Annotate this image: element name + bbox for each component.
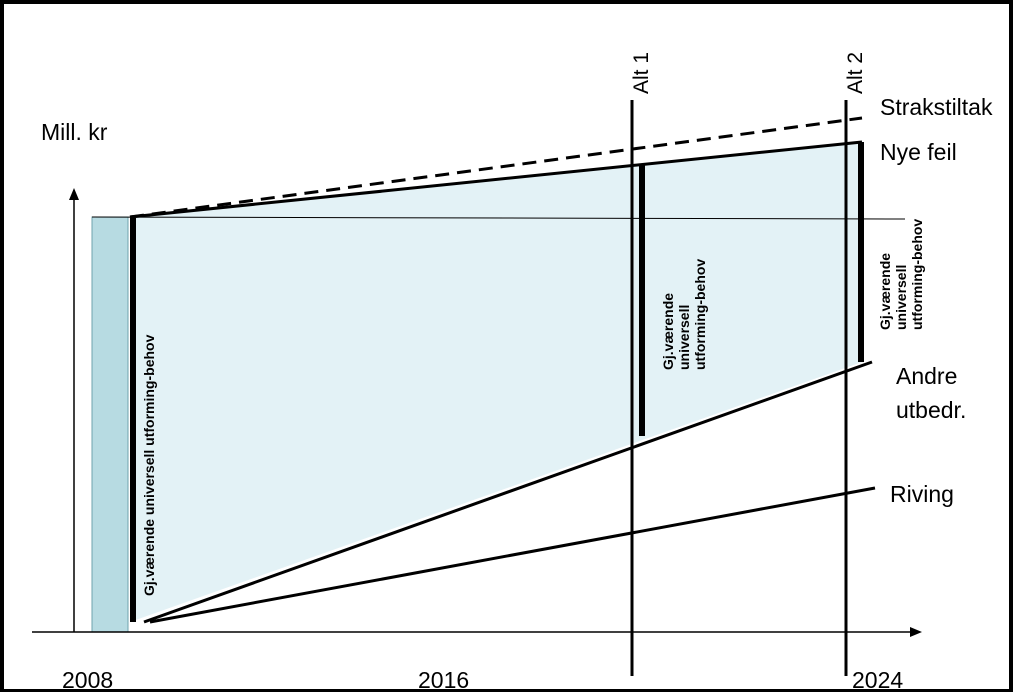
initial-need-bar — [91, 216, 129, 633]
need-label-right: Gj.værende universell utforming-behov — [877, 219, 925, 330]
y-axis-arrow-icon — [69, 188, 79, 200]
need-label-mid-line3: utforming-behov — [692, 259, 708, 370]
strakstiltak-label: Strakstiltak — [880, 94, 993, 120]
need-label-mid-line1: Gj.værende — [660, 293, 676, 370]
nye-feil-label: Nye feil — [880, 139, 957, 165]
initial-level-line — [91, 216, 906, 220]
need-label-mid: Gj.værende universell utforming-behov — [660, 259, 708, 370]
andre-utbedr-label-line1: Andre — [896, 363, 957, 389]
remaining-need-area — [130, 142, 862, 622]
riving-line — [149, 486, 876, 624]
need-label-right-line3: utforming-behov — [909, 219, 925, 330]
need-label-mid-line2: universell — [676, 305, 692, 370]
need-label-right-line2: universell — [893, 265, 909, 330]
alt2-label: Alt 2 — [844, 52, 867, 94]
andre-utbedr-label-line2: utbedr. — [896, 397, 966, 423]
need-label-right-line1: Gj.værende — [877, 253, 893, 330]
strakstiltak-line — [129, 116, 863, 219]
need-label-left: Gj.værende universell utforming-behov — [141, 334, 157, 596]
year-label-2008: 2008 — [62, 667, 113, 692]
y-axis-label: Mill. kr — [41, 119, 108, 145]
riving-label: Riving — [890, 481, 954, 507]
andre-utbedr-line — [143, 360, 873, 624]
alt1-label: Alt 1 — [630, 52, 653, 94]
x-axis-arrow-icon — [910, 627, 922, 637]
year-label-2024: 2024 — [852, 667, 903, 692]
year-label-2016: 2016 — [418, 667, 469, 692]
nye-feil-line — [129, 140, 863, 219]
